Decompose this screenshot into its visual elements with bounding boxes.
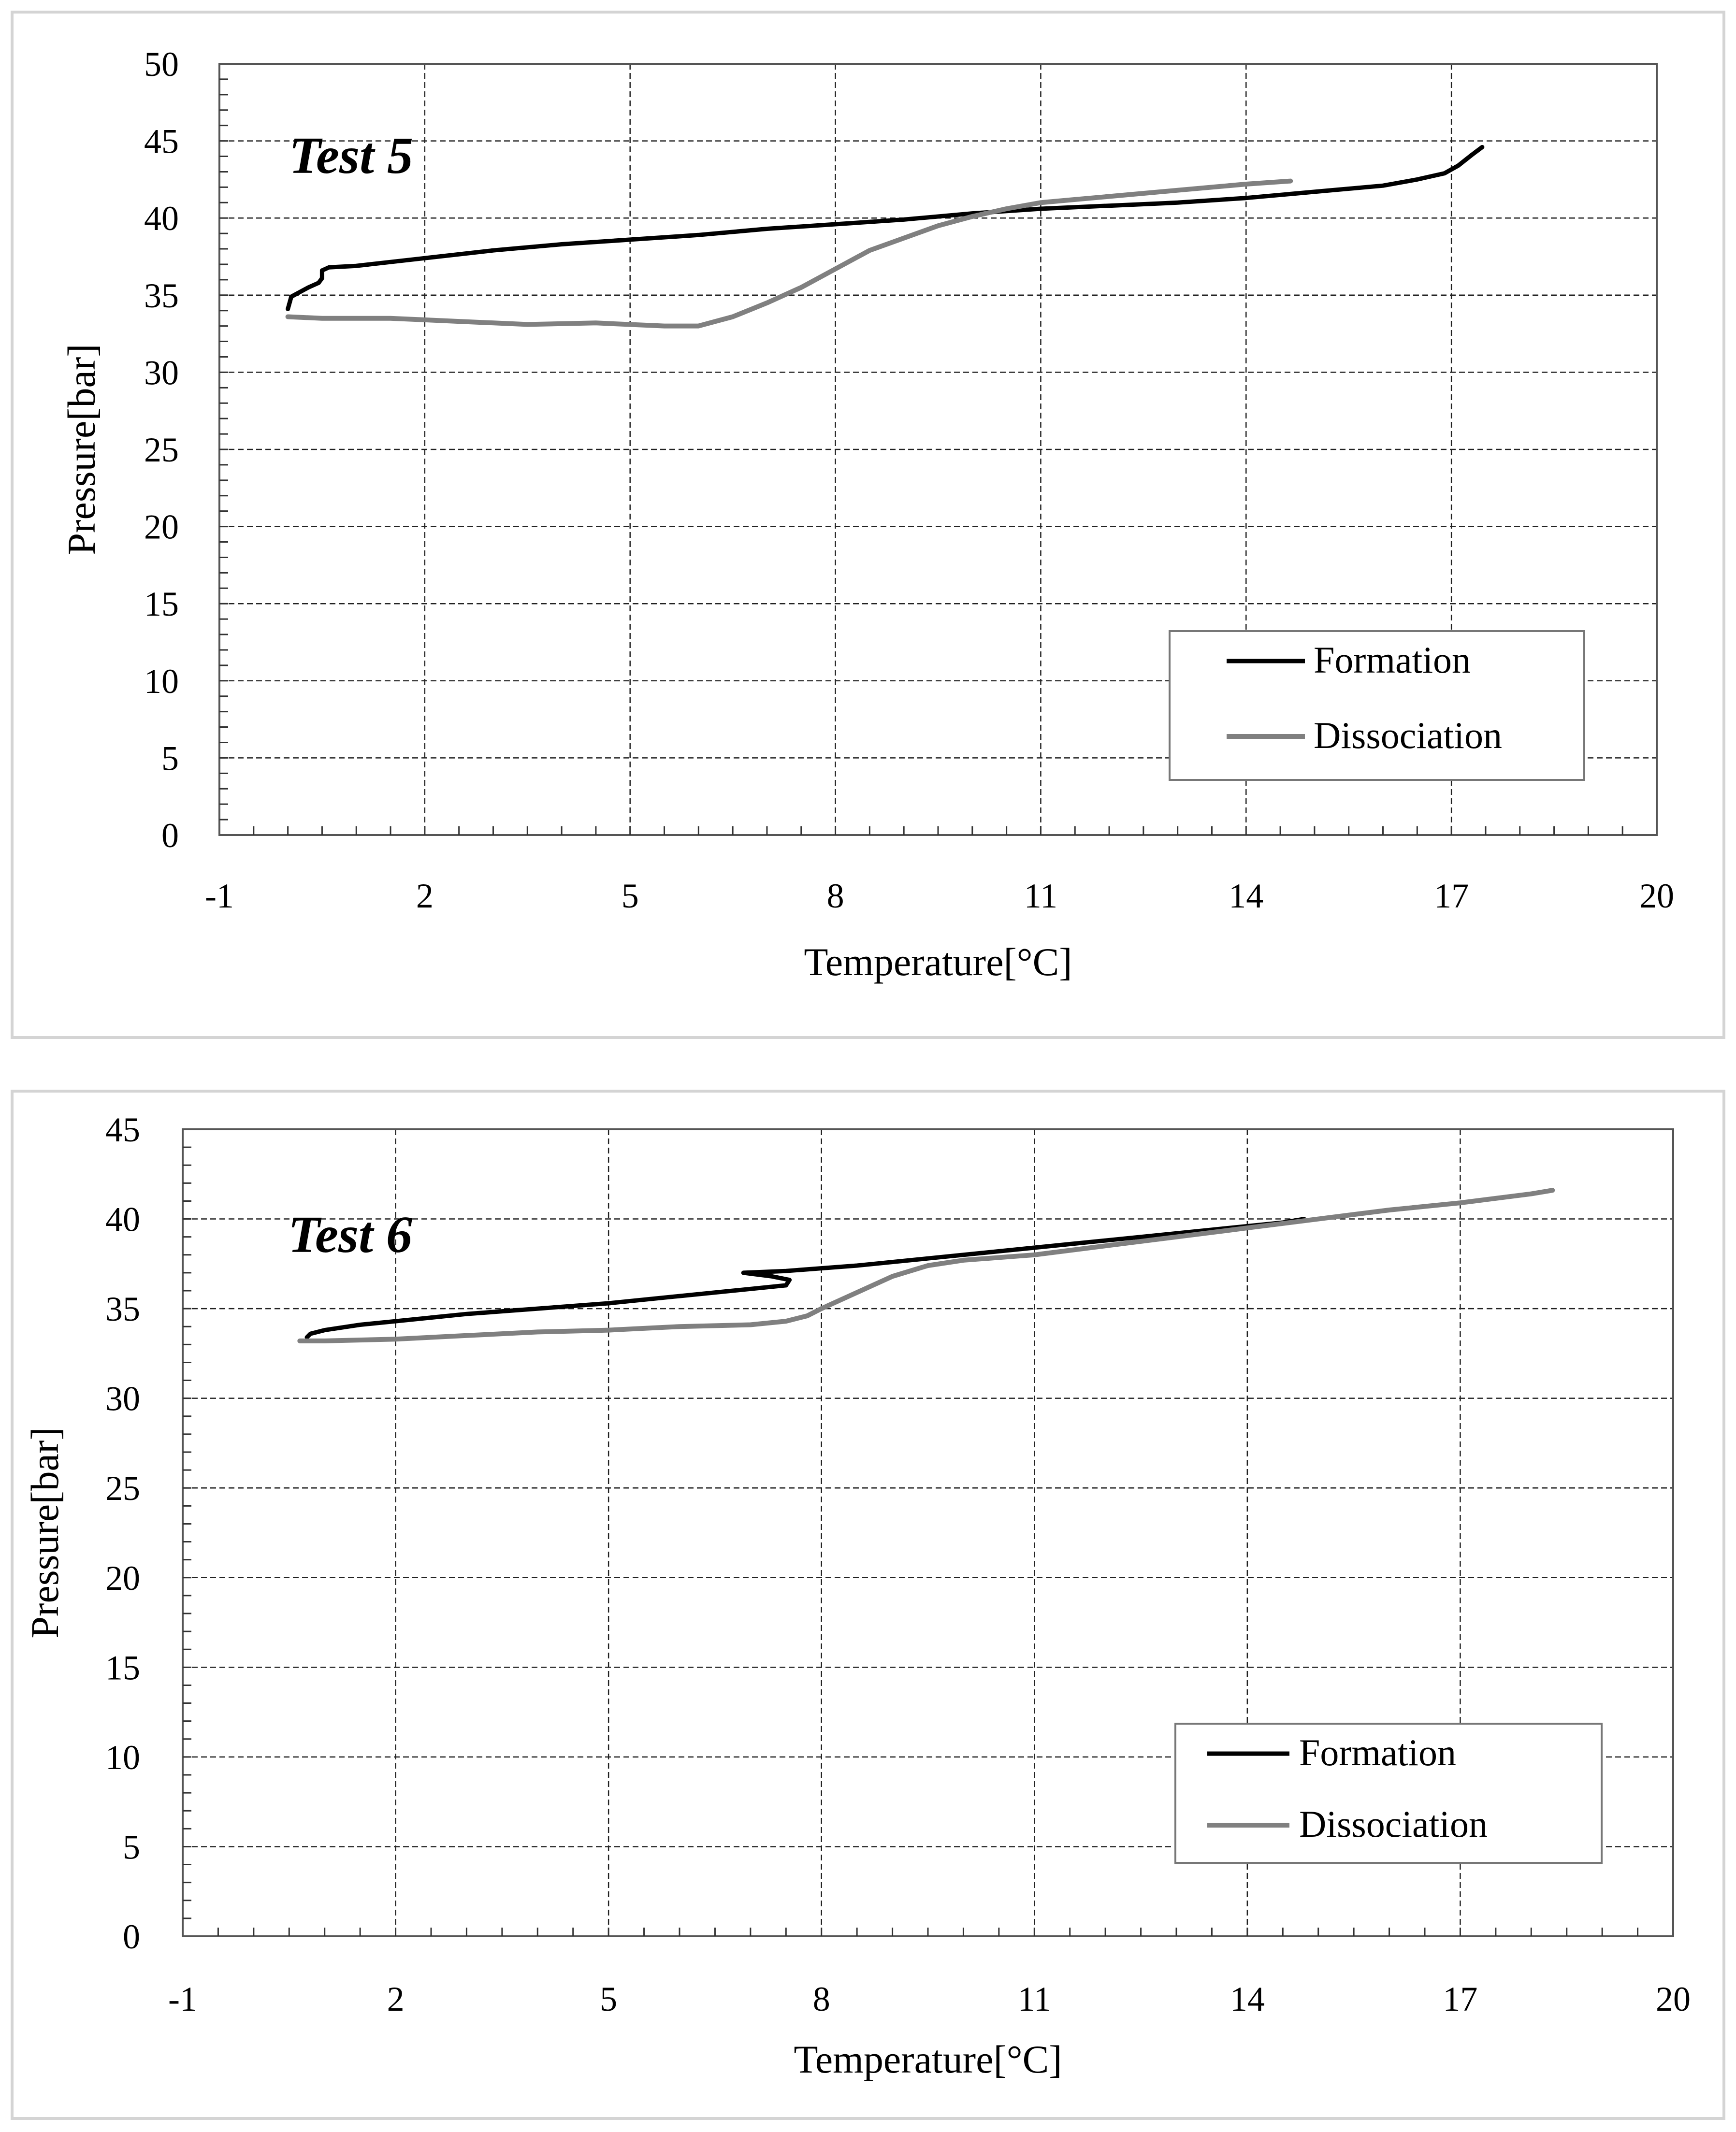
y-tick-label: 10 bbox=[105, 1738, 140, 1777]
x-tick-label: 2 bbox=[416, 877, 434, 915]
x-axis-label: Temperature[°C] bbox=[794, 2037, 1062, 2081]
y-tick-label: 40 bbox=[105, 1200, 140, 1239]
y-axis-label: Pressure[bar] bbox=[23, 1427, 67, 1638]
y-tick-label: 30 bbox=[144, 353, 179, 392]
x-tick-label: 14 bbox=[1229, 877, 1263, 915]
legend-label-dissociation: Dissociation bbox=[1314, 714, 1502, 756]
y-tick-label: 10 bbox=[144, 662, 179, 701]
chart-test-5: -1 2 5 8 11 14 17 2005101520253035404550Tempera… bbox=[59, 45, 1674, 984]
x-tick-label: -1 bbox=[168, 1980, 197, 2018]
x-tick-label: 20 bbox=[1656, 1980, 1691, 2018]
x-tick-label: 8 bbox=[827, 877, 844, 915]
series-line-dissociation bbox=[297, 1188, 1555, 1343]
y-tick-label: 5 bbox=[161, 739, 179, 778]
x-tick-label: 2 bbox=[387, 1980, 405, 2018]
y-tick-label: 20 bbox=[144, 508, 179, 547]
x-tick-label: 8 bbox=[813, 1980, 830, 2018]
chart-panel-test-5: -1 2 5 8 11 14 17 20 0 5 10 15 20 25 30 35 40 45 50 Tempera… bbox=[11, 11, 1725, 1039]
y-tick-label: 15 bbox=[144, 585, 179, 623]
x-tick-label: 17 bbox=[1443, 1980, 1477, 2018]
legend-label-formation: Formation bbox=[1314, 639, 1471, 681]
y-tick-label: 0 bbox=[161, 816, 179, 855]
chart-annotation: Test 5 bbox=[289, 127, 413, 185]
legend-label-dissociation: Dissociation bbox=[1299, 1803, 1488, 1845]
x-tick-label: -1 bbox=[205, 877, 234, 915]
y-tick-label: 25 bbox=[105, 1469, 140, 1508]
y-tick-label: 35 bbox=[105, 1290, 140, 1328]
y-tick-label: 45 bbox=[144, 122, 179, 161]
x-tick-label: 11 bbox=[1018, 1980, 1051, 2018]
legend-box bbox=[1174, 1723, 1603, 1864]
chart-annotation: Test 6 bbox=[288, 1206, 412, 1264]
series-line-formation bbox=[304, 1217, 1306, 1340]
x-tick-label: 5 bbox=[622, 877, 639, 915]
series-line-dissociation bbox=[285, 178, 1293, 329]
y-tick-label: 50 bbox=[144, 45, 179, 84]
x-tick-label: 14 bbox=[1230, 1980, 1265, 2018]
x-tick-label: 11 bbox=[1024, 877, 1057, 915]
y-tick-label: 45 bbox=[105, 1110, 140, 1149]
y-tick-label: 20 bbox=[105, 1559, 140, 1598]
chart-panel-test-6: -1 2 5 8 11 14 17 20 0 5 10 15 20 25 30 35 40 45 Temperatu… bbox=[11, 1090, 1725, 2120]
y-tick-label: 30 bbox=[105, 1380, 140, 1418]
legend-box bbox=[1169, 630, 1585, 781]
y-tick-label: 35 bbox=[144, 276, 179, 315]
y-axis-label: Pressure[bar] bbox=[59, 344, 103, 555]
y-tick-label: 15 bbox=[105, 1648, 140, 1687]
x-tick-label: 17 bbox=[1434, 877, 1469, 915]
legend-label-formation: Formation bbox=[1299, 1731, 1456, 1773]
y-tick-label: 0 bbox=[123, 1917, 140, 1956]
chart-test-6: -1 2 5 8 11 14 17 20051015202530354045Temperatu… bbox=[23, 1110, 1691, 2081]
x-tick-label: 20 bbox=[1639, 877, 1674, 915]
y-tick-label: 5 bbox=[123, 1828, 140, 1866]
x-axis-label: Temperature[°C] bbox=[804, 940, 1072, 984]
x-tick-label: 5 bbox=[600, 1980, 617, 2018]
y-tick-label: 25 bbox=[144, 431, 179, 469]
series-line-formation bbox=[286, 144, 1485, 311]
y-tick-label: 40 bbox=[144, 199, 179, 238]
